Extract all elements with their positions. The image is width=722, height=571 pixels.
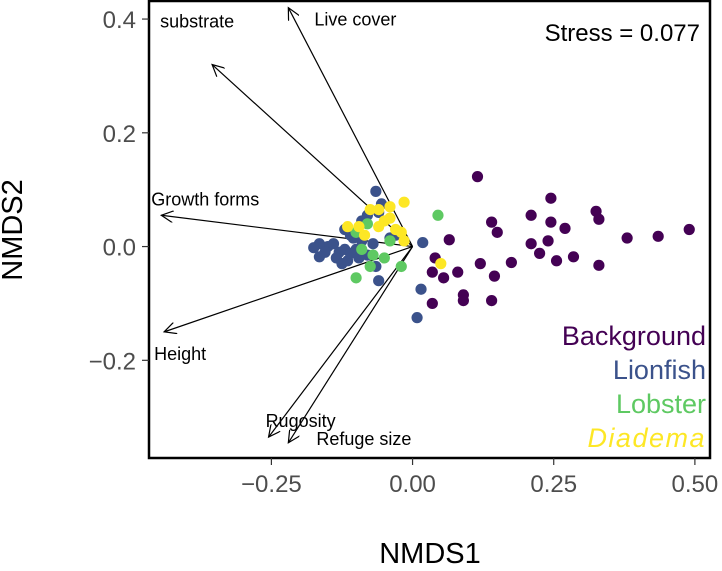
point-background (505, 256, 517, 269)
point-diadema (353, 221, 365, 233)
point-diadema (398, 196, 410, 208)
point-diadema (358, 229, 371, 241)
point-background (545, 216, 557, 228)
point-lionfish (353, 252, 365, 264)
point-diadema (384, 201, 396, 213)
point-lobster (432, 209, 444, 221)
y-tick-label: −0.2 (89, 348, 136, 375)
point-background (443, 234, 455, 246)
point-background (683, 223, 695, 236)
point-background (567, 251, 580, 263)
point-lionfish (313, 251, 325, 263)
point-background (542, 235, 554, 247)
point-background (457, 294, 469, 307)
plot-panel-border (147, 0, 712, 460)
point-diadema (373, 203, 385, 216)
x-axis: −0.25 0.00 0.25 0.50 (241, 458, 718, 498)
point-background (471, 171, 484, 183)
point-lobster (350, 272, 362, 284)
point-diadema (342, 221, 354, 233)
point-diadema (398, 235, 410, 247)
point-background (491, 226, 503, 238)
legend: Background Lionfish Lobster Diadema (562, 321, 706, 453)
legend-item-lionfish: Lionfish (613, 355, 706, 385)
point-lobster (356, 243, 368, 256)
vector-labels: Hard substrate Live cover Growth forms Heigh… (151, 0, 411, 449)
point-background (452, 266, 464, 278)
point-background (488, 270, 501, 282)
vector-label: Hard (160, 0, 199, 5)
point-background (593, 213, 605, 225)
x-tick-label: −0.25 (241, 471, 302, 498)
point-lionfish (417, 236, 429, 249)
legend-item-lobster: Lobster (616, 389, 706, 419)
point-background (474, 258, 486, 270)
point-diadema (373, 221, 385, 233)
point-diadema (395, 226, 407, 238)
point-background (550, 255, 563, 267)
point-lobster (378, 252, 390, 264)
data-points (308, 171, 695, 324)
point-lobster (367, 249, 379, 261)
vector-label: Height (154, 344, 206, 364)
y-axis: −0.2 0.0 0.2 0.4 (89, 7, 149, 375)
y-axis-title: NMDS2 (0, 179, 29, 281)
point-lionfish (415, 283, 427, 295)
vector-label: Growth forms (151, 189, 259, 209)
vector-label: substrate (160, 12, 234, 32)
point-background (545, 192, 557, 204)
point-lobster (361, 218, 373, 230)
vector-arrow (288, 8, 414, 247)
point-lionfish (370, 185, 382, 197)
legend-item-diadema: Diadema (587, 423, 706, 453)
x-tick-label: 0.00 (389, 471, 436, 498)
y-tick-label: 0.2 (103, 121, 136, 148)
point-background (621, 232, 633, 244)
y-tick-label: 0.4 (103, 7, 136, 34)
point-lobster (395, 260, 407, 273)
point-diadema (435, 258, 447, 270)
x-tick-label: 0.50 (672, 471, 719, 498)
point-lionfish (327, 238, 340, 250)
point-lionfish (308, 242, 320, 254)
vector-arrow (269, 246, 414, 438)
point-background (525, 238, 537, 250)
point-lionfish (367, 238, 379, 250)
point-background (486, 216, 498, 228)
point-background (486, 294, 498, 307)
point-lobster (384, 235, 396, 247)
vector-arrow (288, 246, 414, 443)
vector-label: Rugosity (266, 411, 336, 431)
point-lobster (364, 260, 376, 273)
vector-label: Live cover (314, 10, 396, 30)
point-background (426, 266, 438, 278)
x-axis-title: NMDS1 (379, 538, 481, 570)
point-lionfish (411, 312, 423, 324)
point-background (534, 247, 546, 259)
point-background (593, 259, 605, 271)
x-tick-label: 0.25 (530, 471, 577, 498)
point-background (525, 209, 537, 221)
point-background (426, 297, 438, 310)
point-lionfish (373, 275, 385, 287)
vector-arrow (164, 245, 413, 332)
stress-annotation: Stress = 0.077 (545, 20, 700, 47)
point-diadema (364, 203, 376, 216)
point-background (438, 272, 450, 284)
point-background (652, 230, 664, 242)
vector-label: Refuge size (316, 429, 411, 449)
point-background (559, 222, 571, 234)
legend-item-background: Background (562, 321, 706, 351)
y-tick-label: 0.0 (103, 235, 136, 262)
